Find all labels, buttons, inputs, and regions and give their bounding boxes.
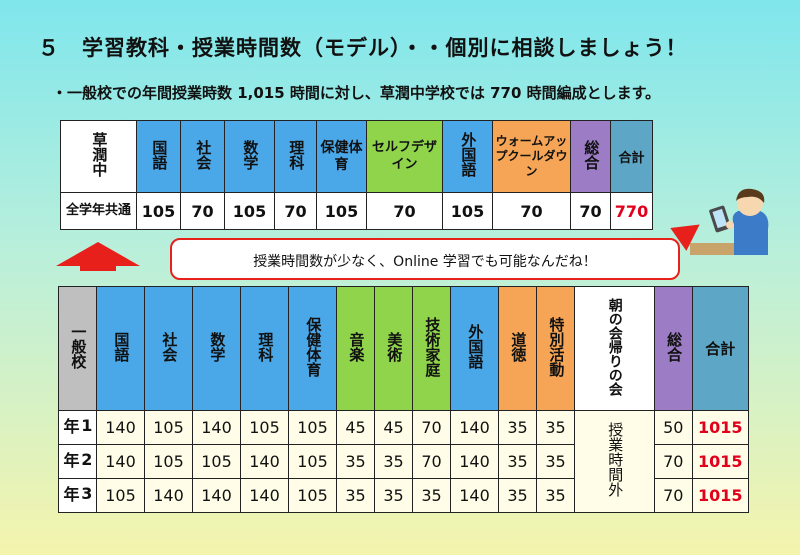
model-value: 70 (274, 192, 317, 230)
grade-value: 35 (498, 410, 537, 445)
model-header-rika: 理科 (274, 120, 317, 193)
grade-value: 105 (192, 444, 241, 479)
grade-total: 1015 (691, 444, 749, 479)
model-header-total: 合計 (610, 120, 653, 193)
model-header-sogo: 総合 (570, 120, 611, 193)
grade-value: 105 (96, 478, 145, 513)
model-header-self-design: セルフデザイン (366, 120, 443, 193)
model-value: 105 (442, 192, 493, 230)
general-header-sogo: 総合 (653, 286, 693, 411)
grade-value: 105 (288, 410, 337, 445)
up-arrow-icon (56, 242, 140, 266)
up-arrow-shaft (80, 265, 116, 271)
model-value: 105 (224, 192, 275, 230)
grade-value: 50 (653, 410, 693, 445)
grade-value: 105 (240, 410, 289, 445)
grade-value: 35 (498, 444, 537, 479)
general-header-ongaku: 音楽 (336, 286, 375, 411)
model-value: 105 (316, 192, 367, 230)
grade-value: 35 (498, 478, 537, 513)
grade-value: 140 (192, 478, 241, 513)
general-header-dotoku: 道徳 (498, 286, 537, 411)
grade-value: 35 (336, 478, 375, 513)
model-header-shakai: 社会 (180, 120, 225, 193)
grade-value: 70 (653, 444, 693, 479)
grade-value: 35 (374, 478, 413, 513)
grade-value: 45 (374, 410, 413, 445)
general-header-shakai: 社会 (144, 286, 193, 411)
grade-value: 105 (288, 478, 337, 513)
general-header-tokkatsu: 特別活動 (536, 286, 575, 411)
grade-total: 1015 (691, 478, 749, 513)
grade-value: 140 (240, 478, 289, 513)
grade-value: 105 (144, 410, 193, 445)
model-row-label: 全学年共通 (60, 192, 137, 230)
grade-value: 105 (144, 444, 193, 479)
model-header-warmup: ウォームアップクールダウン (492, 120, 571, 193)
grade-value: 35 (536, 444, 575, 479)
page-title: ５ 学習教科・授業時間数（モデル）・・個別に相談しましょう！ (38, 36, 688, 60)
grade-value: 140 (450, 478, 499, 513)
grade-value: 140 (96, 444, 145, 479)
grade-value: 70 (412, 444, 451, 479)
model-school-table: 草潤中 国語 社会 数学 理科 保健体育 セルフデザイン 外国語 ウォームアップ… (60, 120, 653, 230)
grade-label: 3年 (58, 478, 97, 513)
grade-value: 140 (240, 444, 289, 479)
general-header-rika: 理科 (240, 286, 289, 411)
general-school-table: 一般校 国語 社会 数学 理科 保健体育 音楽 美術 技術家庭 外国語 道徳 特… (58, 286, 749, 513)
grade-value: 35 (536, 410, 575, 445)
grade-value: 35 (536, 478, 575, 513)
general-header-bijutsu: 美術 (374, 286, 413, 411)
general-header-kokugo: 国語 (96, 286, 145, 411)
model-header-gaikokugo: 外国語 (442, 120, 493, 193)
grade-value: 140 (450, 410, 499, 445)
model-value: 70 (570, 192, 611, 230)
model-total-value: 770 (610, 192, 653, 230)
grade-label: 2年 (58, 444, 97, 479)
grade-value: 140 (96, 410, 145, 445)
model-value: 105 (136, 192, 181, 230)
model-header-kokugo: 国語 (136, 120, 181, 193)
model-header-hoken: 保健体育 (316, 120, 367, 193)
model-value: 70 (180, 192, 225, 230)
grade-value: 45 (336, 410, 375, 445)
general-header-hoken: 保健体育 (288, 286, 337, 411)
grade-value: 140 (144, 478, 193, 513)
general-header-total: 合計 (691, 286, 749, 411)
model-corner-cell: 草潤中 (60, 120, 137, 193)
model-header-sugaku: 数学 (224, 120, 275, 193)
general-corner-cell: 一般校 (58, 286, 97, 411)
callout-text: 授業時間数が少なく、Online 学習でも可能なんだね！ (253, 254, 597, 270)
grade-label: 1年 (58, 410, 97, 445)
grade-value: 35 (412, 478, 451, 513)
model-value: 70 (366, 192, 443, 230)
grade-value: 35 (336, 444, 375, 479)
grade-value: 140 (450, 444, 499, 479)
general-header-gijutsu: 技術家庭 (412, 286, 451, 411)
general-header-sugaku: 数学 (192, 286, 241, 411)
grade-value: 70 (653, 478, 693, 513)
speech-callout: 授業時間数が少なく、Online 学習でも可能なんだね！ (170, 238, 680, 280)
grade-value: 35 (374, 444, 413, 479)
general-header-asakai: 朝の会帰りの会 (574, 286, 655, 411)
grade-total: 1015 (691, 410, 749, 445)
grade-value: 105 (288, 444, 337, 479)
grade-value: 140 (192, 410, 241, 445)
general-header-gaikokugo: 外国語 (450, 286, 499, 411)
grade-value: 70 (412, 410, 451, 445)
outside-class-hours-note: 授業時間外 (574, 410, 655, 513)
page-subtitle: ・一般校での年間授業時数 1,015 時間に対し、草潤中学校では 770 時間編… (52, 84, 661, 102)
model-value: 70 (492, 192, 571, 230)
student-with-tablet-illustration (690, 188, 769, 255)
